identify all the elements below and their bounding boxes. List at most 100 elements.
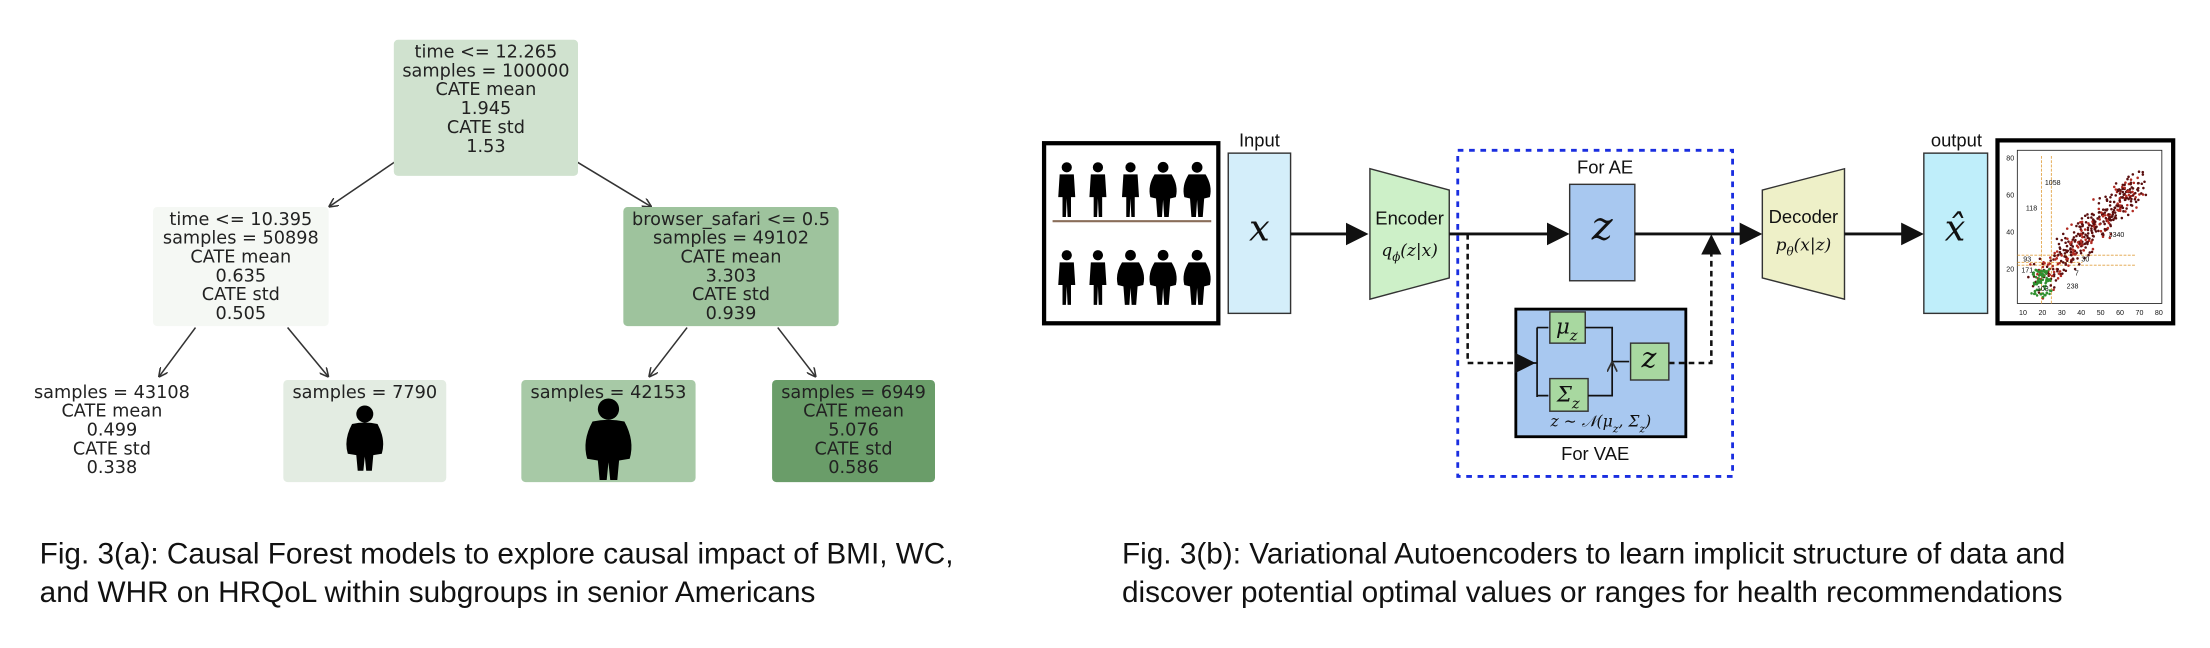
scatter-dot [2029,263,2032,266]
scatter-dot [2132,181,2136,185]
scatter-dot [2055,257,2059,260]
scatter-dot [2078,234,2082,237]
encoder-dist: qϕ(z|x) [1381,240,1438,264]
scatter-dot [2049,259,2052,262]
scatter-dot [2127,175,2130,179]
scatter-dot [2138,193,2141,196]
scatter-dot [2037,277,2040,281]
scatter-dot [2071,257,2075,260]
scatter-dot [2112,208,2116,212]
scatter-xtick: 10 [2019,309,2027,317]
math-part: z [1569,327,1578,345]
mu-box [1549,311,1586,344]
scatter-dot [2099,229,2103,233]
scatter-dot [2109,224,2113,228]
scatter-dot [2118,204,2122,207]
scatter-dot [2064,236,2067,240]
node-text: samples = 42153 [530,383,686,403]
encoder-label: Encoder [1375,208,1444,229]
scatter-dot [2112,200,2116,204]
scatter-dot [2098,197,2102,200]
scatter-dot [2065,244,2069,248]
scatter-dot [2109,232,2113,236]
scatter-dot [2036,270,2040,273]
scatter-dot [2121,190,2125,194]
scatter-dot [2081,224,2084,228]
decoder-shape [1761,167,1846,301]
node-text: samples = 7790 [292,383,437,403]
scatter-dot [2095,225,2098,229]
scatter-dot [2054,279,2058,282]
scatter-dot [2087,253,2090,257]
scatter-dot [2049,289,2053,293]
scatter-dot [2098,215,2101,218]
scatter-dot [2037,274,2041,277]
scatter-dot [2090,229,2093,232]
scatter-dot [2056,269,2059,273]
branch [1585,326,1630,397]
encoder-shape [1369,167,1450,301]
scatter-dot [2140,182,2144,186]
scatter-annotation: 238 [2067,282,2079,290]
scatter-dot [2038,257,2042,261]
scatter-dot [2051,264,2054,268]
vae-label: For VAE [1561,443,1629,464]
scatter-xtick: 70 [2136,309,2144,317]
scatter-dot [2092,222,2096,225]
caption-line: and WHR on HRQoL within subgroups in sen… [40,576,816,609]
scatter-dot [2083,228,2087,231]
scatter-dot [2088,251,2092,254]
scatter-dot [2056,268,2060,271]
scatter-dot [2126,213,2130,217]
scatter-dot [2044,294,2047,297]
scatter-dot [2072,251,2075,254]
scatter-dot [2098,218,2101,221]
math-part: p [1776,235,1787,255]
scatter-dot [2090,240,2093,243]
scatter-xtick: 80 [2155,309,2163,317]
scatter-dot [2114,216,2118,220]
scatter-dot [2064,269,2068,273]
scatter-dot [2134,200,2138,204]
scatter-dot [2034,275,2038,279]
scatter-dot [2059,259,2063,263]
node-text: CATE std [202,285,280,305]
scatter-dot [2045,265,2049,268]
scatter-dot [2076,241,2080,244]
scatter-dot [2061,232,2065,236]
scatter-dot [2058,246,2062,249]
scatter-dot [2084,238,2087,241]
scatter-dot [2072,231,2076,234]
scatter-dot [2103,227,2107,231]
scatter-dot [2062,268,2066,272]
node-text: samples = 100000 [402,61,569,81]
scatter-dot [2079,221,2082,224]
node-text: samples = 49102 [653,229,809,249]
scatter-dot [2114,194,2118,197]
math-part: (x|z) [1794,235,1832,255]
scatter-dot [2055,250,2059,253]
scatter-dot [2045,291,2049,294]
scatter-dot [2052,270,2056,274]
scatter-dot [2092,213,2095,217]
latent-symbol: z [1591,204,1614,250]
scatter-dot [2075,224,2078,228]
node-text: time <= 10.395 [169,210,312,230]
math-part: ϕ [1392,250,1400,264]
scatter-dot [2061,272,2064,275]
math-part: q [1381,240,1392,260]
scatter-dot [2105,199,2109,202]
scatter-dot [2031,272,2035,276]
scatter-dot [2086,216,2090,220]
scatter-dot [2069,250,2073,254]
scatter-dot [2114,188,2118,191]
scatter-dot [2077,263,2081,266]
scatter-dot [2082,249,2086,252]
scatter-dot [2051,274,2054,278]
scatter-dot [2098,223,2101,226]
scatter-dot [2043,262,2046,265]
scatter-dot [2048,256,2052,259]
decoder-dist: pθ(x|z) [1776,235,1832,259]
scatter-dot [2116,204,2120,208]
tree-edge [159,327,197,378]
